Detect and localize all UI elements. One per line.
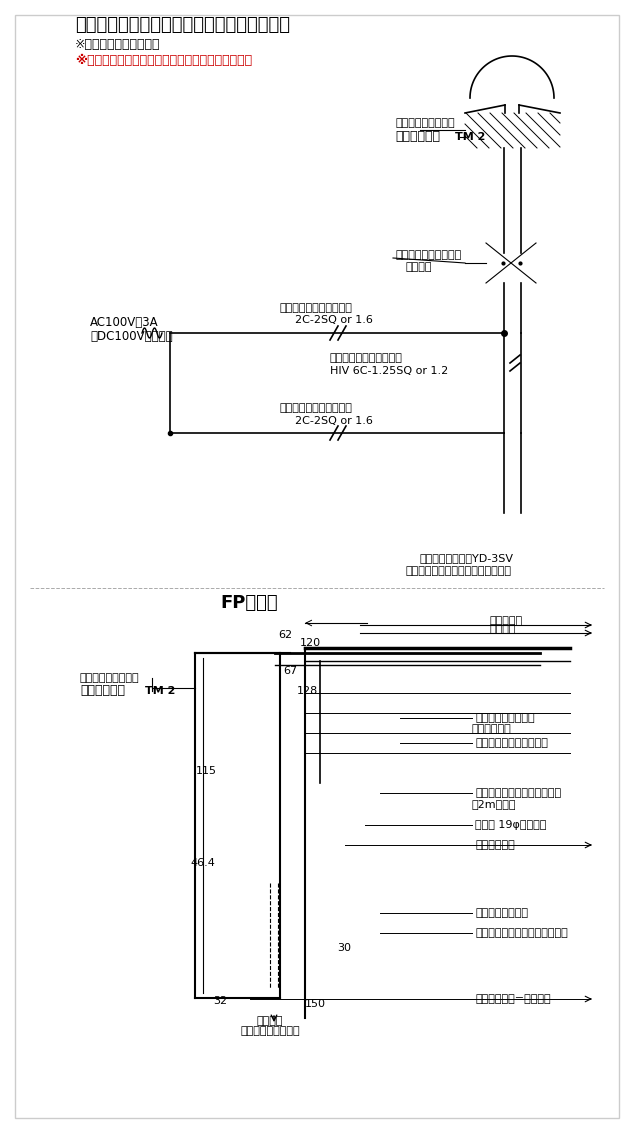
Text: FP設置例: FP設置例 xyxy=(220,594,278,612)
Text: 46.4: 46.4 xyxy=(190,858,215,868)
Text: スイッチボックスYD-3SV: スイッチボックスYD-3SV xyxy=(420,553,514,563)
Bar xyxy=(466,91,558,105)
Text: （工場配索）: （工場配索） xyxy=(472,724,512,734)
Bar xyxy=(465,113,560,148)
Text: 128: 128 xyxy=(297,685,318,696)
Bar xyxy=(486,242,536,283)
Text: ※電気配線（１次・２次）・配管は別途工事です。: ※電気配線（１次・２次）・配管は別途工事です。 xyxy=(75,54,252,68)
Text: HIV 6C-1.25SQ or 1.2: HIV 6C-1.25SQ or 1.2 xyxy=(330,366,448,376)
Text: 仕上開口寸法: 仕上開口寸法 xyxy=(475,840,515,850)
Text: そとづけくん: そとづけくん xyxy=(395,130,440,144)
Text: 外付け電動開閉装置: 外付け電動開閉装置 xyxy=(80,673,139,683)
Bar xyxy=(245,663,275,683)
Text: 埋設管 19φ（別途）: 埋設管 19φ（別途） xyxy=(475,820,547,830)
Bar xyxy=(468,493,558,553)
Text: ポップナット（２ヶ所）: ポップナット（２ヶ所） xyxy=(475,738,548,748)
Text: 電源線２芯（一般電線）: 電源線２芯（一般電線） xyxy=(280,303,353,313)
Text: AC100V　3A: AC100V 3A xyxy=(90,316,158,330)
Text: 115: 115 xyxy=(196,766,217,776)
Bar xyxy=(195,653,290,883)
Bar xyxy=(185,729,275,978)
Text: 枠外形寸法: 枠外形寸法 xyxy=(490,616,523,627)
Text: スイッチボックスへ: スイッチボックスへ xyxy=(240,1026,300,1036)
Text: 信号線６芯（耐熱電線）: 信号線６芯（耐熱電線） xyxy=(330,353,403,363)
Text: そとづけくん: そとづけくん xyxy=(80,684,125,698)
Text: （排煙・換気対応、予備電源つき）: （排煙・換気対応、予備電源つき） xyxy=(405,566,511,576)
Text: 150: 150 xyxy=(305,999,326,1010)
Text: 32: 32 xyxy=(213,996,227,1006)
Bar xyxy=(478,503,533,543)
Bar xyxy=(205,663,235,683)
Text: 62: 62 xyxy=(278,630,292,640)
Text: （別途）: （別途） xyxy=(405,262,432,272)
Text: （DC100V　不可）: （DC100V 不可） xyxy=(90,331,172,343)
Text: 120: 120 xyxy=(300,638,321,648)
Bar xyxy=(190,953,270,973)
Text: 呼称寸法: 呼称寸法 xyxy=(490,624,517,634)
Text: （2m付き）: （2m付き） xyxy=(472,799,517,809)
Text: 2C-2SQ or 1.6: 2C-2SQ or 1.6 xyxy=(295,416,373,426)
Text: 2C-2SQ or 1.6: 2C-2SQ or 1.6 xyxy=(295,315,373,325)
Text: TM 2: TM 2 xyxy=(455,133,486,142)
Text: 67: 67 xyxy=(283,666,297,676)
Text: 電源線２芯（一般電線）: 電源線２芯（一般電線） xyxy=(280,403,353,414)
Text: 電源及び: 電源及び xyxy=(257,1016,283,1026)
Text: フェース（別途）: フェース（別途） xyxy=(475,908,528,918)
Text: 胴体開口寸法=呼称寸法: 胴体開口寸法=呼称寸法 xyxy=(475,994,550,1004)
Text: 30: 30 xyxy=(337,943,351,953)
Text: ステンレスワイヤー: ステンレスワイヤー xyxy=(475,713,534,723)
Text: 外付け電動開閉装置: 外付け電動開閉装置 xyxy=(395,118,455,128)
Text: アウトレットボックス（別途）: アウトレットボックス（別途） xyxy=(475,928,568,938)
Text: 外付け電動開閉装置　排煙用単独操作の場合: 外付け電動開閉装置 排煙用単独操作の場合 xyxy=(75,16,290,34)
Text: 本体付　電源用及び信号用線: 本体付 電源用及び信号用線 xyxy=(475,787,561,798)
Text: ※予備電源は不要です。: ※予備電源は不要です。 xyxy=(75,39,160,51)
Text: TM 2: TM 2 xyxy=(145,685,176,696)
Text: アウトレットボックス: アウトレットボックス xyxy=(395,250,462,259)
